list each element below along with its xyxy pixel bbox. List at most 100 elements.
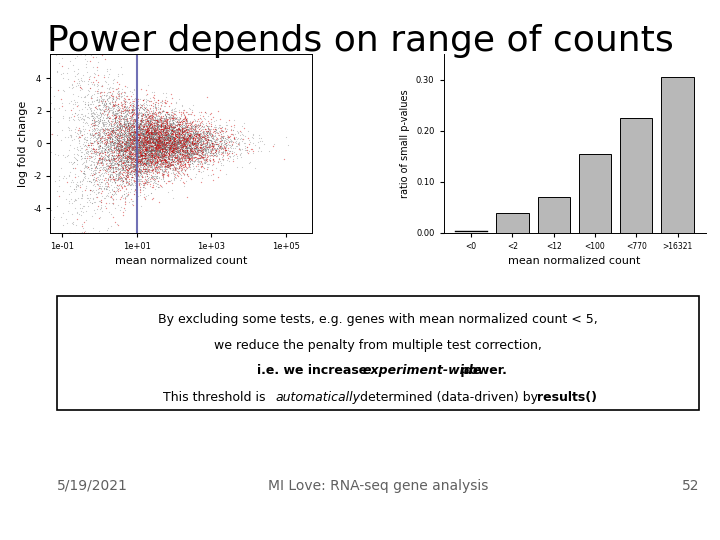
Point xyxy=(160,138,171,147)
Point xyxy=(149,148,161,157)
Point xyxy=(138,113,150,122)
Point xyxy=(124,114,135,123)
Point xyxy=(139,160,150,169)
Point xyxy=(181,143,192,151)
Point xyxy=(105,168,117,177)
Point xyxy=(104,160,116,169)
Point xyxy=(169,129,181,137)
Point xyxy=(174,107,185,116)
Point xyxy=(80,158,91,166)
Point xyxy=(117,122,128,131)
Point xyxy=(183,128,194,137)
Point xyxy=(109,100,120,109)
Point xyxy=(121,160,132,168)
Point xyxy=(161,114,173,123)
Point xyxy=(197,127,209,136)
Point xyxy=(156,138,167,146)
Point xyxy=(145,158,156,166)
Point xyxy=(138,152,150,160)
Point xyxy=(147,157,158,166)
Point xyxy=(202,117,213,125)
Point xyxy=(134,185,145,193)
Point xyxy=(207,132,219,141)
Point xyxy=(100,143,112,151)
Point xyxy=(166,127,178,136)
Point xyxy=(133,134,145,143)
Point xyxy=(86,177,97,186)
Point xyxy=(182,157,194,166)
Point xyxy=(188,146,199,154)
Point xyxy=(145,148,156,157)
Point xyxy=(91,112,102,120)
Point xyxy=(112,143,124,152)
Point xyxy=(182,143,194,151)
Point xyxy=(208,136,220,145)
Point xyxy=(138,137,149,146)
Point xyxy=(130,143,141,152)
Point xyxy=(162,139,174,147)
Point xyxy=(126,171,138,179)
Point xyxy=(142,137,153,146)
Point xyxy=(155,110,166,119)
Point xyxy=(166,153,178,162)
Point xyxy=(125,127,136,136)
Point xyxy=(164,144,176,152)
Point xyxy=(155,131,166,139)
Point xyxy=(122,153,134,161)
Point xyxy=(98,119,109,128)
Point xyxy=(112,143,124,152)
Point xyxy=(133,164,145,173)
Point xyxy=(131,114,143,123)
Point xyxy=(137,147,148,156)
Point xyxy=(107,134,118,143)
Point xyxy=(91,162,102,171)
Point xyxy=(140,164,152,173)
Point xyxy=(65,57,76,65)
Point xyxy=(161,134,172,143)
Point xyxy=(148,127,159,136)
Point xyxy=(158,140,169,149)
Point xyxy=(127,144,138,152)
Point xyxy=(166,152,177,161)
Point xyxy=(109,146,121,155)
Point xyxy=(134,147,145,156)
Point xyxy=(122,164,134,173)
Point xyxy=(118,167,130,176)
Point xyxy=(102,188,114,197)
Point xyxy=(144,128,156,137)
Point xyxy=(109,131,120,140)
Point xyxy=(114,139,126,147)
Point xyxy=(199,147,211,156)
Point xyxy=(194,145,206,154)
Point xyxy=(133,136,145,145)
Point xyxy=(178,139,189,147)
Point xyxy=(153,146,164,155)
Point xyxy=(159,156,171,164)
Point xyxy=(134,168,145,177)
Point xyxy=(174,133,186,142)
Point xyxy=(159,141,171,150)
Point xyxy=(127,98,139,107)
Point xyxy=(130,109,142,118)
Point xyxy=(138,131,150,140)
Point xyxy=(159,156,171,164)
Point xyxy=(74,86,86,94)
Point xyxy=(176,131,188,140)
Point xyxy=(76,147,87,156)
Point xyxy=(148,135,159,144)
Point xyxy=(192,137,204,145)
Point xyxy=(186,144,197,153)
Point xyxy=(125,181,136,190)
Point xyxy=(173,129,184,138)
Point xyxy=(140,137,152,146)
Point xyxy=(152,176,163,185)
Point xyxy=(96,97,107,106)
Point xyxy=(88,122,99,131)
Point xyxy=(132,152,143,161)
Point xyxy=(131,156,143,164)
Point xyxy=(107,139,119,147)
Point xyxy=(130,114,142,123)
Point xyxy=(131,195,143,204)
Point xyxy=(199,154,211,163)
Point xyxy=(193,131,204,140)
